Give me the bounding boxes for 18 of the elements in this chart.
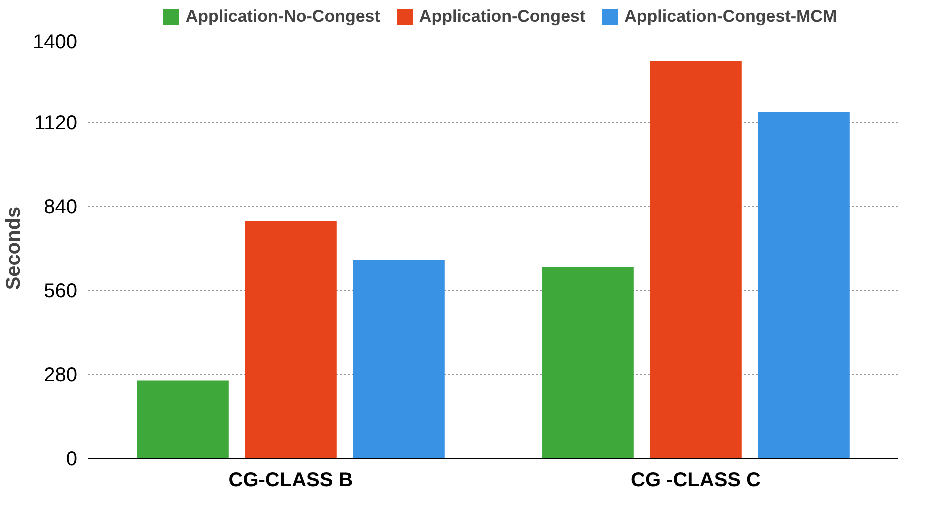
- bar: [650, 61, 742, 458]
- y-tick-label: 1120: [34, 112, 78, 134]
- legend-label: Application-Congest-MCM: [624, 7, 838, 27]
- bar: [542, 267, 634, 458]
- bar: [758, 112, 850, 458]
- bar: [245, 222, 337, 458]
- bar: [137, 380, 229, 458]
- x-tick-label: CG-CLASS B: [228, 470, 354, 492]
- bar: [353, 260, 445, 458]
- legend-label: Application-No-Congest: [186, 7, 380, 27]
- y-tick-label: 0: [66, 448, 78, 470]
- y-axis-title: Seconds: [3, 206, 26, 290]
- x-tick-label: CG -CLASS C: [631, 470, 761, 492]
- y-tick-label: 840: [44, 196, 78, 218]
- y-tick-label: 1400: [33, 32, 78, 54]
- legend-label: Application-Congest: [419, 7, 586, 27]
- y-tick-label: 280: [44, 364, 78, 386]
- y-tick-label: 560: [44, 280, 78, 302]
